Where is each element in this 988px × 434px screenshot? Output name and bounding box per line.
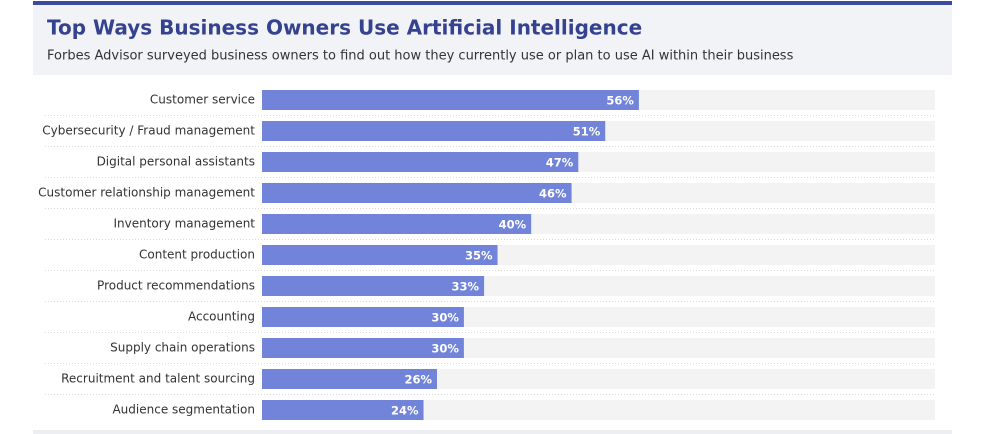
category-label: Supply chain operations xyxy=(110,341,255,355)
category-label: Customer relationship management xyxy=(38,186,255,200)
value-label: 24% xyxy=(391,404,419,418)
value-label: 26% xyxy=(404,373,432,387)
value-label: 30% xyxy=(431,342,459,356)
value-label: 35% xyxy=(465,249,493,263)
category-label: Product recommendations xyxy=(97,279,255,293)
footer-rule xyxy=(33,430,952,434)
bar xyxy=(262,307,464,327)
header-background xyxy=(33,3,952,75)
value-label: 56% xyxy=(606,94,634,108)
bar xyxy=(262,90,639,110)
chart-subtitle: Forbes Advisor surveyed business owners … xyxy=(47,49,794,64)
bar xyxy=(262,152,579,172)
value-label: 51% xyxy=(573,125,601,139)
category-label: Accounting xyxy=(188,310,255,324)
category-label: Digital personal assistants xyxy=(97,155,255,169)
value-label: 46% xyxy=(539,187,567,201)
bar xyxy=(262,121,606,141)
bar xyxy=(262,276,485,296)
bar xyxy=(262,214,532,234)
bar xyxy=(262,183,572,203)
bar xyxy=(262,245,498,265)
chart-title: Top Ways Business Owners Use Artificial … xyxy=(47,16,642,40)
value-label: 33% xyxy=(452,280,480,294)
value-label: 30% xyxy=(431,311,459,325)
value-label: 47% xyxy=(546,156,574,170)
bar xyxy=(262,338,464,358)
value-label: 40% xyxy=(499,218,527,232)
header-rule xyxy=(33,1,952,5)
category-label: Cybersecurity / Fraud management xyxy=(42,124,255,138)
category-label: Content production xyxy=(139,248,255,262)
category-label: Customer service xyxy=(150,93,255,107)
category-label: Inventory management xyxy=(113,217,255,231)
bar xyxy=(262,369,437,389)
category-label: Audience segmentation xyxy=(112,403,255,417)
bar-track xyxy=(262,400,935,420)
bar xyxy=(262,400,424,420)
category-label: Recruitment and talent sourcing xyxy=(61,372,255,386)
